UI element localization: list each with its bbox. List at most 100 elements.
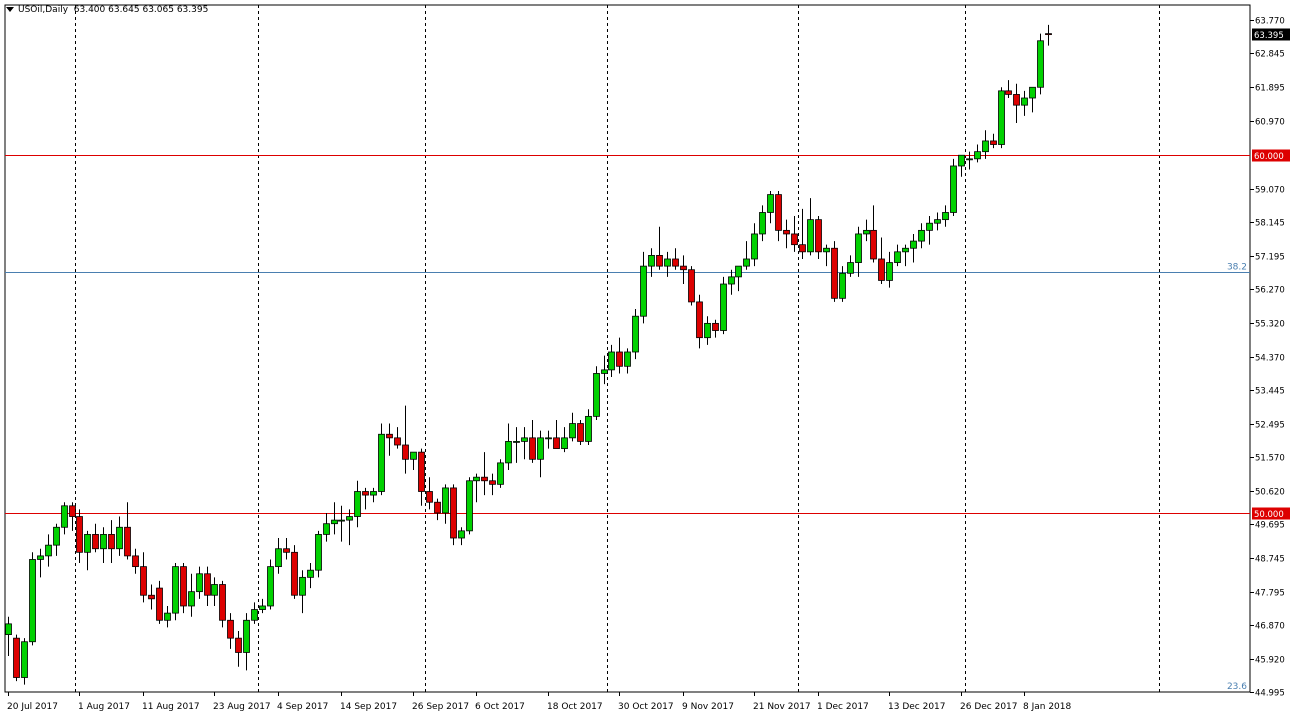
bullish-candle [934, 219, 941, 224]
bullish-candle [315, 534, 322, 571]
y-tick-label: 46.870 [1255, 622, 1285, 632]
dropdown-arrow-icon[interactable] [6, 7, 14, 12]
ohlc-values: 63.400 63.645 63.065 63.395 [73, 5, 209, 15]
y-tick-label: 48.745 [1255, 555, 1285, 565]
bullish-candle [323, 523, 330, 535]
bullish-candle [196, 573, 203, 593]
level-price-tag-label: 60.000 [1254, 152, 1284, 162]
bearish-candle [13, 637, 20, 678]
bullish-candle [370, 491, 377, 496]
y-tick-label: 62.845 [1255, 50, 1285, 60]
x-tick-label: 13 Dec 2017 [888, 702, 946, 712]
bearish-candle [831, 247, 838, 299]
bullish-candle [251, 609, 258, 621]
bullish-candle [632, 315, 639, 353]
y-tick-label: 61.895 [1255, 84, 1285, 94]
x-tick-label: 6 Oct 2017 [475, 702, 525, 712]
bullish-candle [720, 283, 727, 331]
bullish-candle [942, 212, 949, 221]
plot-frame [4, 4, 1251, 693]
bearish-candle [156, 587, 163, 621]
x-tick-label: 8 Jan 2018 [1023, 702, 1071, 712]
y-tick-label: 51.570 [1255, 454, 1285, 464]
bullish-candle [172, 566, 179, 614]
bullish-candle [767, 194, 774, 213]
y-tick-label: 49.695 [1255, 521, 1285, 531]
level-price-tag [1252, 149, 1290, 162]
bullish-candle [998, 90, 1005, 145]
bullish-candle [116, 526, 123, 550]
bullish-candle [84, 534, 91, 553]
fib-level-label: 23.6 [1227, 682, 1247, 692]
bullish-candle [743, 258, 750, 267]
bullish-candle [728, 276, 735, 285]
bearish-candle [180, 566, 187, 607]
y-tick-label: 57.195 [1255, 253, 1285, 263]
bullish-candle [100, 534, 107, 550]
bullish-candle [561, 437, 568, 449]
bullish-candle [307, 569, 314, 578]
bullish-candle [735, 265, 742, 278]
bullish-candle [21, 641, 28, 678]
bearish-candle [1005, 90, 1012, 95]
bullish-candle [648, 255, 655, 267]
bearish-candle [426, 491, 433, 503]
x-tick-label: 1 Aug 2017 [78, 702, 130, 712]
bullish-candle [902, 247, 909, 253]
bearish-candle [291, 551, 298, 596]
bearish-candle [481, 476, 488, 482]
bullish-candle [243, 619, 250, 653]
bullish-candle [966, 158, 973, 161]
y-tick-label: 63.770 [1255, 17, 1285, 27]
bullish-candle [751, 233, 758, 260]
bullish-candle [640, 265, 647, 317]
bearish-candle [791, 233, 798, 246]
symbol-label: USOil,Daily [18, 5, 69, 15]
y-tick-label: 60.970 [1255, 118, 1285, 128]
bullish-candle [839, 272, 846, 299]
bullish-candle [1021, 97, 1028, 106]
x-tick-label: 30 Oct 2017 [618, 702, 674, 712]
bullish-candle [299, 576, 306, 596]
bullish-candle [259, 605, 266, 610]
bearish-candle [783, 229, 790, 235]
bullish-candle [513, 441, 520, 443]
bullish-candle [545, 437, 552, 440]
bullish-candle [1037, 40, 1044, 88]
bullish-candle [458, 530, 465, 539]
bullish-candle [569, 423, 576, 439]
y-tick-label: 58.145 [1255, 219, 1285, 229]
fib-level-label: 38.2 [1227, 263, 1247, 273]
bearish-candle [799, 244, 806, 253]
bearish-candle [386, 433, 393, 439]
x-tick-label: 26 Sep 2017 [412, 702, 469, 712]
y-tick-label: 56.270 [1255, 286, 1285, 296]
bearish-candle [283, 548, 290, 553]
bullish-candle [926, 222, 933, 231]
bearish-candle [434, 501, 441, 514]
bearish-candle [92, 534, 99, 550]
bearish-candle [219, 584, 226, 621]
bullish-candle [807, 219, 814, 253]
bullish-candle [346, 516, 353, 521]
bullish-candle [378, 433, 385, 492]
bullish-candle [982, 140, 989, 153]
bullish-candle [5, 623, 12, 635]
bullish-candle [473, 476, 480, 482]
bearish-candle [656, 255, 663, 267]
bearish-candle [76, 516, 83, 553]
x-tick-label: 14 Sep 2017 [340, 702, 397, 712]
bullish-candle [466, 480, 473, 532]
bullish-candle [855, 233, 862, 263]
bullish-candle [521, 437, 528, 442]
bearish-candle [696, 301, 703, 339]
x-tick-label: 21 Nov 2017 [753, 702, 811, 712]
bullish-candle [354, 491, 361, 517]
bearish-candle [1013, 94, 1020, 106]
bullish-candle [29, 559, 36, 643]
bullish-candle [664, 258, 671, 267]
bearish-candle [140, 566, 147, 596]
y-tick-label: 50.620 [1255, 488, 1285, 498]
